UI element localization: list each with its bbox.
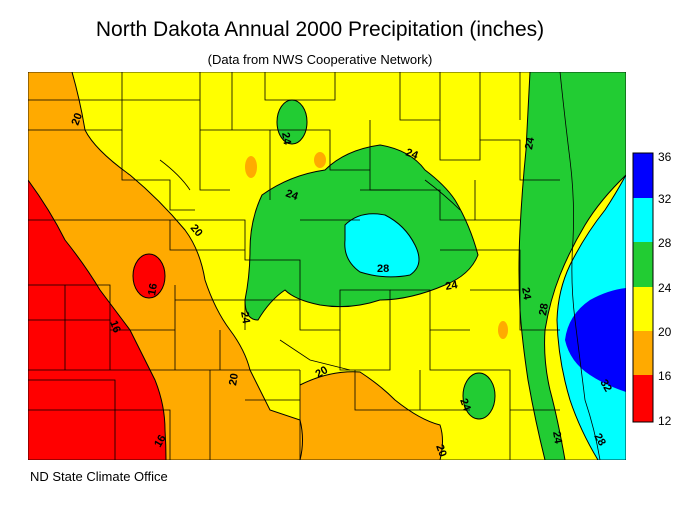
- county-boundaries: [28, 72, 626, 460]
- legend-swatch-32-36: [633, 153, 653, 198]
- contour-label: 20: [70, 111, 85, 127]
- contour-label: 28: [537, 302, 551, 316]
- legend-swatch-12-16: [633, 375, 653, 422]
- contour-label: 28: [591, 432, 608, 449]
- zone-32-36-east: [565, 288, 626, 392]
- zone-12-16-blob: [133, 254, 165, 298]
- zone-16-20-south: [300, 371, 443, 460]
- contour-label: 20: [314, 364, 331, 381]
- legend: [632, 152, 654, 423]
- legend-swatch-16-20: [633, 331, 653, 375]
- map-subtitle: (Data from NWS Cooperative Network): [207, 52, 433, 67]
- legend-label-32: 32: [658, 192, 672, 206]
- legend-label-36: 36: [658, 150, 672, 164]
- legend-swatch-28-32: [633, 198, 653, 242]
- zone-16-20-blob-5: [91, 247, 99, 259]
- legend-label-20: 20: [658, 325, 672, 339]
- legend-swatch-24-28: [633, 242, 653, 287]
- contour-label: 24: [457, 397, 473, 413]
- zone-24-28-blob-north: [277, 100, 307, 144]
- contour-label: 24: [238, 310, 252, 325]
- zone-16-20-blob-2: [314, 152, 326, 168]
- contour-label: 32: [597, 378, 614, 395]
- legend-label-28: 28: [658, 236, 672, 250]
- zone-24-28-blob-south: [463, 373, 495, 419]
- contour-label: 24: [284, 188, 300, 204]
- contour-label: 16: [146, 282, 160, 296]
- contour-label: 24: [404, 147, 420, 163]
- zone-16-20-blob-4: [208, 417, 218, 433]
- legend-label-16: 16: [658, 369, 672, 383]
- contour-label: 20: [227, 372, 241, 386]
- zone-28-32-central: [344, 213, 419, 277]
- legend-swatch-20-24: [633, 287, 653, 331]
- contour-label: 16: [107, 319, 122, 335]
- footer-credit: ND State Climate Office: [30, 469, 168, 484]
- zone-16-20-blob-1: [245, 156, 257, 178]
- contour-label: 24: [279, 131, 293, 146]
- contour-label: 20: [433, 443, 448, 459]
- legend-label-24: 24: [658, 281, 672, 295]
- precipitation-zones: [28, 72, 626, 460]
- contour-label: 24: [519, 286, 533, 301]
- legend-label-12: 12: [658, 414, 672, 428]
- contour-label: 24: [444, 279, 459, 293]
- zone-16-20-blob-3: [498, 321, 508, 339]
- zone-24-28-east: [519, 72, 626, 460]
- contour-label: 16: [152, 433, 169, 450]
- contour-label: 24: [550, 430, 564, 445]
- contour-label: 28: [377, 263, 389, 275]
- map-title: North Dakota Annual 2000 Precipitation (…: [95, 18, 545, 41]
- contour-labels: 20 24 24 24 24 20 16 28 24 16 24 24 28 2…: [70, 111, 614, 458]
- contour-label: 24: [523, 136, 537, 151]
